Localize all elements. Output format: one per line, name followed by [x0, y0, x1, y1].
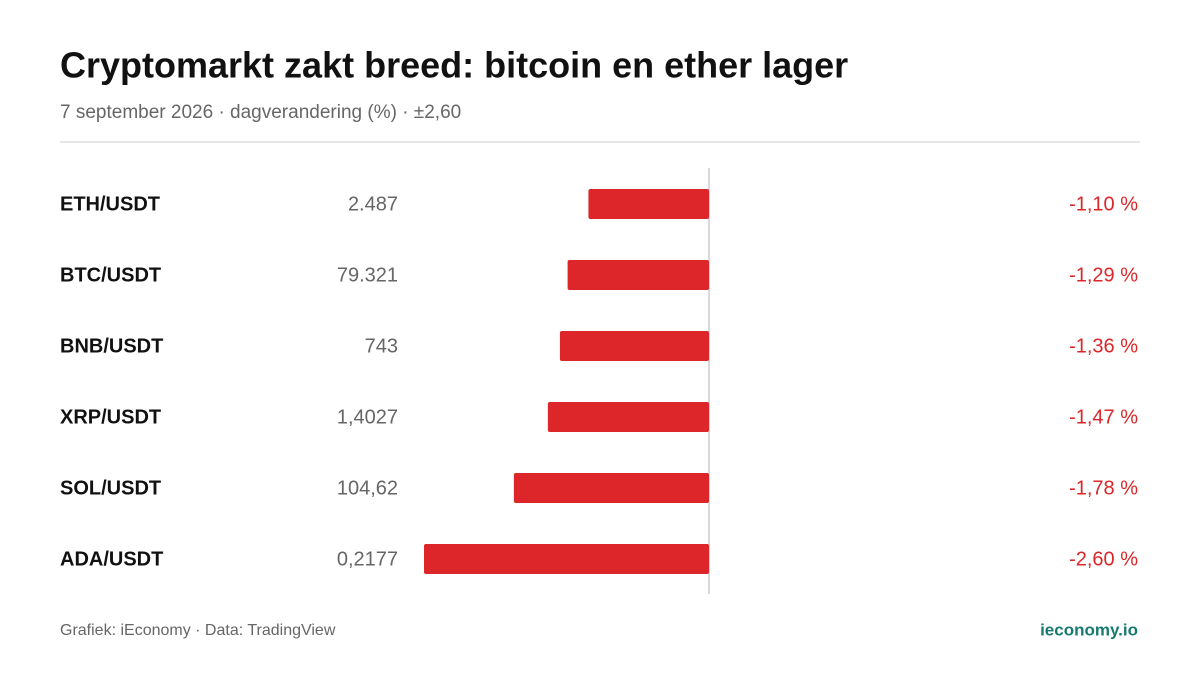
- pair-label: XRP/USDT: [60, 406, 161, 428]
- price-label: 743: [365, 335, 398, 357]
- pair-label: BNB/USDT: [60, 335, 163, 357]
- price-label: 79.321: [337, 264, 398, 286]
- bar: [567, 260, 709, 290]
- bar: [513, 473, 709, 503]
- value-label: -1,78 %: [1069, 477, 1138, 499]
- value-label: -1,36 %: [1069, 335, 1138, 357]
- price-label: 0,2177: [337, 548, 398, 570]
- bar: [424, 544, 709, 574]
- price-label: 1,4027: [337, 406, 398, 428]
- value-label: -1,47 %: [1069, 406, 1138, 428]
- pair-label: ETH/USDT: [60, 193, 160, 215]
- brand[interactable]: ieconomy.io: [1040, 620, 1138, 639]
- chart-title: Cryptomarkt zakt breed: bitcoin en ether…: [60, 45, 848, 86]
- value-label: -2,60 %: [1069, 548, 1138, 570]
- value-label: -1,29 %: [1069, 264, 1138, 286]
- pair-label: ADA/USDT: [60, 548, 163, 570]
- chart-subtitle: 7 september 2026 · dagverandering (%) · …: [60, 102, 461, 123]
- source-note: Grafiek: iEconomy · Data: TradingView: [60, 622, 336, 639]
- price-label: 104,62: [337, 477, 398, 499]
- pair-label: BTC/USDT: [60, 264, 161, 286]
- price-label: 2.487: [348, 193, 398, 215]
- bar: [559, 331, 709, 361]
- bar: [588, 189, 709, 219]
- bar: [547, 402, 709, 432]
- pair-label: SOL/USDT: [60, 477, 161, 499]
- value-label: -1,10 %: [1069, 193, 1138, 215]
